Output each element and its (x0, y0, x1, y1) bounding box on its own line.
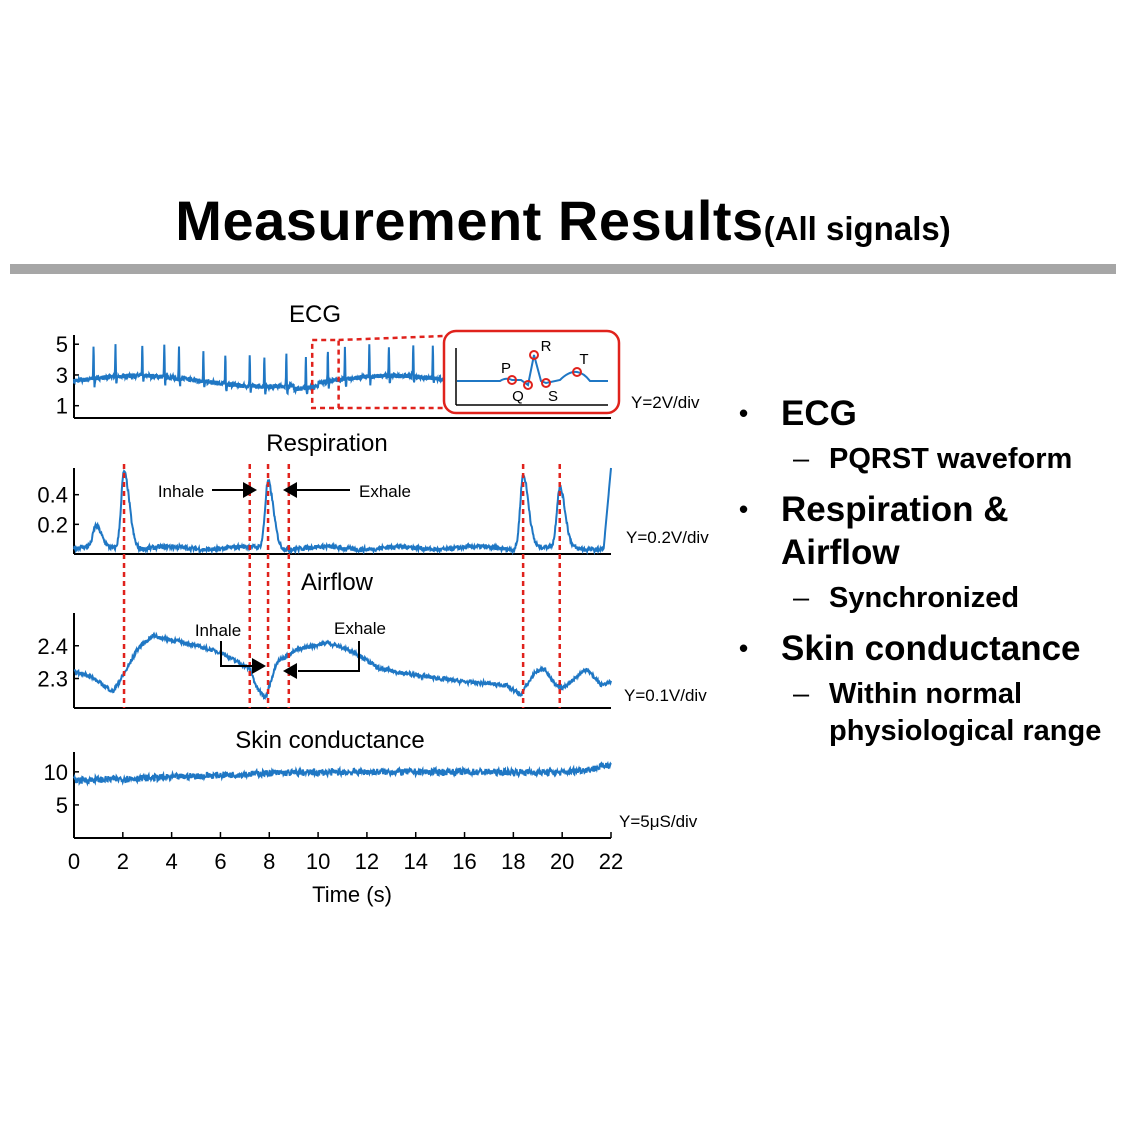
bullet-dot: • (739, 494, 749, 524)
sub-bullet-dash: – (793, 678, 810, 710)
bullet-0: • ECG (735, 392, 1120, 435)
title-rule (10, 264, 1116, 274)
inset-label-q: Q (512, 388, 524, 405)
y-tick-label-0-2: 5 (56, 332, 68, 357)
x-tick-label-9: 18 (501, 849, 525, 874)
inset-label-t: T (579, 351, 588, 368)
inset-marker-r (529, 350, 539, 360)
sub-bullet-2-0: – Within normal physiological range (735, 676, 1120, 750)
scale-label-1: Y=0.2V/div (626, 528, 709, 547)
air-inhale-bracket (220, 641, 252, 667)
inset-marker-p (507, 375, 517, 385)
x-tick-label-10: 20 (550, 849, 574, 874)
skin-conductance-trace (73, 760, 612, 787)
ecg-inset: PQ R S T (310, 329, 621, 415)
panel-title-3: Skin conductance (235, 727, 424, 754)
resp-inhale-label: Inhale (158, 482, 204, 501)
air-inhale-label: Inhale (195, 621, 241, 640)
respiration-trace (73, 467, 612, 556)
annotation-layer: Inhale Exhale Inhale Exhale (158, 482, 411, 679)
resp-exhale-arrowhead (283, 482, 297, 498)
y-tick-label-0-0: 1 (56, 394, 68, 419)
resp-inhale-arrowhead (243, 482, 257, 498)
y-tick-label-1-0: 0.2 (37, 512, 68, 537)
inset-label-r: R (541, 338, 552, 355)
y-tick-label-3-1: 10 (44, 760, 68, 785)
y-tick-label-2-1: 2.4 (37, 634, 68, 659)
y-tick-label-1-1: 0.4 (37, 483, 68, 508)
title-suffix: (All signals) (763, 210, 951, 247)
sub-bullet-text: Synchronized (829, 582, 1020, 614)
inset-marker-t (572, 367, 582, 377)
axes-layer (73, 335, 612, 839)
bullet-1: • Respiration & Airflow (735, 488, 1120, 574)
sync-marker-layer (122, 464, 561, 708)
inset-marker-s (541, 378, 551, 388)
y-tick-label-3-0: 5 (56, 793, 68, 818)
bullet-dot: • (739, 398, 749, 428)
ecg-zoom-window (310, 338, 340, 410)
x-axis-label: Time (s) (312, 882, 392, 907)
resp-exhale-label: Exhale (359, 482, 411, 501)
inset-pqrst-trace (457, 354, 608, 387)
bullet-2: • Skin conductance (735, 627, 1120, 670)
panel-title-2: Airflow (301, 569, 374, 596)
sub-bullet-dash: – (793, 443, 810, 475)
sub-bullet-text: Within normal physiological range (829, 678, 1102, 747)
scale-label-3: Y=5μS/div (619, 812, 698, 831)
x-tick-label-2: 4 (166, 849, 178, 874)
x-tick-label-6: 12 (355, 849, 379, 874)
x-tick-label-11: 22 (599, 849, 623, 874)
bullet-dot: • (739, 633, 749, 663)
bullet-text: ECG (781, 394, 857, 433)
bullet-text: Skin conductance (781, 629, 1081, 668)
bullet-list: • ECG – PQRST waveform • Respiration & Airflo… (735, 388, 1120, 760)
x-tick-label-4: 8 (263, 849, 275, 874)
sub-bullet-dash: – (793, 582, 810, 614)
inset-label-p: P (501, 360, 511, 377)
label-layer: 1 3 5 ECG Y=2V/div 0.2 0.4 Respiration Y=0.2V/di… (37, 301, 709, 907)
y-tick-label-0-1: 3 (56, 363, 68, 388)
scale-label-0: Y=2V/div (631, 393, 700, 412)
inset-marker-q (523, 380, 533, 390)
inset-label-s: S (548, 388, 558, 405)
panel-title-1: Respiration (266, 430, 387, 457)
title-main: Measurement Results (175, 189, 764, 252)
y-tick-label-2-0: 2.3 (37, 667, 68, 692)
zoom-connector-top (338, 334, 445, 342)
air-inhale-arrowhead (252, 658, 266, 674)
sub-bullet-text: PQRST waveform (829, 443, 1073, 475)
ecg-trace (73, 344, 454, 396)
sub-bullet-0-0: – PQRST waveform (735, 441, 1120, 478)
x-tick-label-5: 10 (306, 849, 330, 874)
panel-title-0: ECG (289, 301, 341, 328)
signals-figure: Inhale Exhale Inhale Exhale PQ R S T 1 3 5 ECG Y=2… (37, 301, 709, 907)
airflow-trace (73, 631, 612, 701)
x-tick-label-7: 14 (403, 849, 427, 874)
scale-label-2: Y=0.1V/div (624, 686, 707, 705)
x-tick-label-0: 0 (68, 849, 80, 874)
air-exhale-arrowhead (283, 663, 297, 679)
slide-title: Measurement Results(All signals) (0, 188, 1126, 253)
sub-bullet-1-0: – Synchronized (735, 580, 1120, 617)
signal-layer (73, 344, 612, 787)
x-tick-label-8: 16 (452, 849, 476, 874)
air-exhale-label: Exhale (334, 619, 386, 638)
x-tick-label-3: 6 (214, 849, 226, 874)
bullet-text: Respiration & Airflow (781, 490, 1009, 572)
x-tick-label-1: 2 (117, 849, 129, 874)
air-exhale-bracket (298, 641, 360, 672)
